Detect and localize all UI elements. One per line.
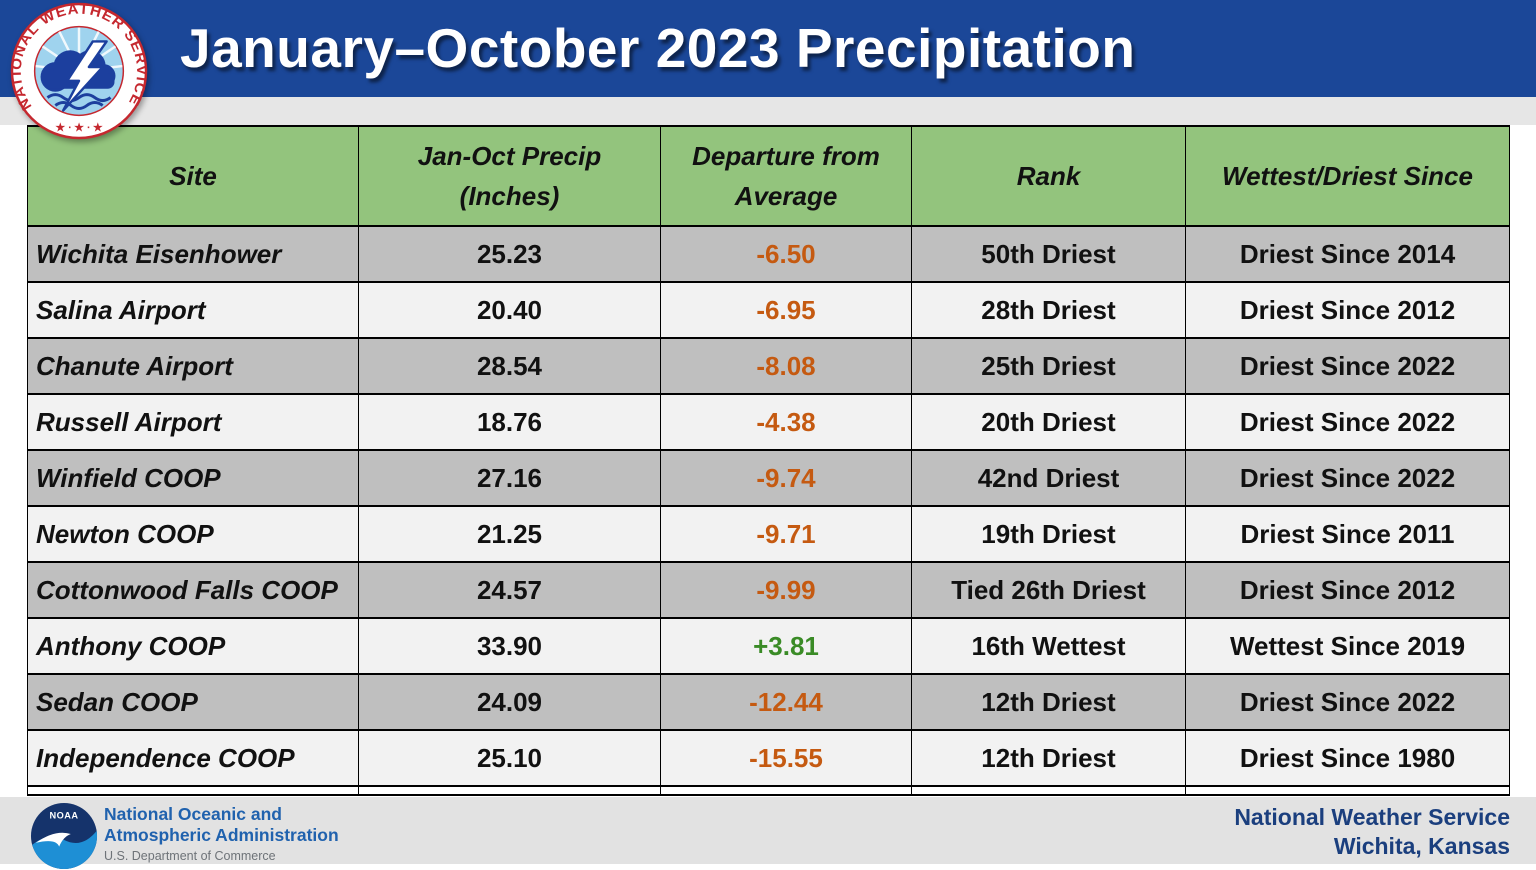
site-cell: Independence COOP [27, 729, 359, 787]
since-cell: Driest Since 2022 [1185, 449, 1510, 507]
table-row: Salina Airport 20.40 -6.95 28th Driest D… [27, 281, 1510, 339]
since-cell: Driest Since 2012 [1185, 561, 1510, 619]
since-cell: Driest Since 2014 [1185, 225, 1510, 283]
precip-cell: 24.57 [358, 561, 661, 619]
office-name: National Weather Service [1234, 804, 1510, 830]
precip-cell: 18.76 [358, 393, 661, 451]
footer-band: NOAA National Oceanic and Atmospheric Ad… [0, 797, 1536, 870]
table-row: Winfield COOP 27.16 -9.74 42nd Driest Dr… [27, 449, 1510, 507]
departure-cell: +3.81 [660, 617, 912, 675]
departure-cell: -15.55 [660, 729, 912, 787]
precip-cell: 28.54 [358, 337, 661, 395]
table-spacer-row [27, 785, 1510, 796]
precip-cell: 33.90 [358, 617, 661, 675]
precip-cell: 24.09 [358, 673, 661, 731]
agency-name-line1: National Oceanic and [104, 804, 282, 824]
table-row: Chanute Airport 28.54 -8.08 25th Driest … [27, 337, 1510, 395]
site-cell: Cottonwood Falls COOP [27, 561, 359, 619]
departure-cell: -6.95 [660, 281, 912, 339]
rank-cell: 25th Driest [911, 337, 1186, 395]
noaa-logo-text: NOAA [49, 811, 78, 821]
since-cell: Driest Since 1980 [1185, 729, 1510, 787]
departure-cell: -4.38 [660, 393, 912, 451]
rank-cell: 42nd Driest [911, 449, 1186, 507]
departure-cell: -9.74 [660, 449, 912, 507]
nws-logo-icon: NATIONAL WEATHER SERVICE ★ ∙ ★ ∙ ★ [10, 2, 148, 140]
since-cell: Wettest Since 2019 [1185, 617, 1510, 675]
since-cell: Driest Since 2011 [1185, 505, 1510, 563]
table-row: Newton COOP 21.25 -9.71 19th Driest Drie… [27, 505, 1510, 563]
site-cell: Wichita Eisenhower [27, 225, 359, 283]
site-cell: Sedan COOP [27, 673, 359, 731]
departure-cell: -12.44 [660, 673, 912, 731]
column-header-since: Wettest/Driest Since [1185, 125, 1510, 227]
since-cell: Driest Since 2022 [1185, 393, 1510, 451]
since-cell: Driest Since 2012 [1185, 281, 1510, 339]
departure-cell: -6.50 [660, 225, 912, 283]
site-cell: Anthony COOP [27, 617, 359, 675]
precip-table-body: Wichita Eisenhower 25.23 -6.50 50th Drie… [27, 225, 1510, 787]
rank-cell: 28th Driest [911, 281, 1186, 339]
precip-cell: 25.23 [358, 225, 661, 283]
since-cell: Driest Since 2022 [1185, 337, 1510, 395]
rank-cell: 12th Driest [911, 673, 1186, 731]
precip-cell: 21.25 [358, 505, 661, 563]
site-cell: Chanute Airport [27, 337, 359, 395]
rank-cell: 50th Driest [911, 225, 1186, 283]
site-cell: Salina Airport [27, 281, 359, 339]
table-row: Anthony COOP 33.90 +3.81 16th Wettest We… [27, 617, 1510, 675]
site-cell: Russell Airport [27, 393, 359, 451]
table-row: Russell Airport 18.76 -4.38 20th Driest … [27, 393, 1510, 451]
rank-cell: 19th Driest [911, 505, 1186, 563]
table-header-row: Site Jan-Oct Precip (Inches) Departure f… [27, 125, 1510, 227]
rank-cell: 16th Wettest [911, 617, 1186, 675]
column-header-site: Site [27, 125, 359, 227]
nws-logo-stars: ★ ∙ ★ ∙ ★ [55, 122, 102, 134]
rank-cell: 12th Driest [911, 729, 1186, 787]
departure-cell: -9.71 [660, 505, 912, 563]
agency-name-line2: Atmospheric Administration [104, 824, 339, 845]
since-cell: Driest Since 2022 [1185, 673, 1510, 731]
precipitation-table: Site Jan-Oct Precip (Inches) Departure f… [27, 125, 1510, 796]
office-location: Wichita, Kansas [1333, 832, 1510, 859]
site-cell: Winfield COOP [27, 449, 359, 507]
noaa-logo-icon: NOAA [30, 802, 98, 870]
departure-cell: -8.08 [660, 337, 912, 395]
column-header-rank: Rank [911, 125, 1186, 227]
column-header-departure: Departure from Average [660, 125, 912, 227]
precip-cell: 25.10 [358, 729, 661, 787]
rank-cell: 20th Driest [911, 393, 1186, 451]
departure-cell: -9.99 [660, 561, 912, 619]
header-band [0, 0, 1536, 97]
table-row: Independence COOP 25.10 -15.55 12th Drie… [27, 729, 1510, 787]
precip-cell: 20.40 [358, 281, 661, 339]
site-cell: Newton COOP [27, 505, 359, 563]
page-title: January–October 2023 Precipitation [180, 17, 1136, 79]
table-row: Wichita Eisenhower 25.23 -6.50 50th Drie… [27, 225, 1510, 283]
precip-cell: 27.16 [358, 449, 661, 507]
header-sub-strip [0, 97, 1536, 125]
column-header-precip: Jan-Oct Precip (Inches) [358, 125, 661, 227]
table-row: Cottonwood Falls COOP 24.57 -9.99 Tied 2… [27, 561, 1510, 619]
rank-cell: Tied 26th Driest [911, 561, 1186, 619]
commerce-line: U.S. Department of Commerce [104, 849, 276, 864]
table-row: Sedan COOP 24.09 -12.44 12th Driest Drie… [27, 673, 1510, 731]
